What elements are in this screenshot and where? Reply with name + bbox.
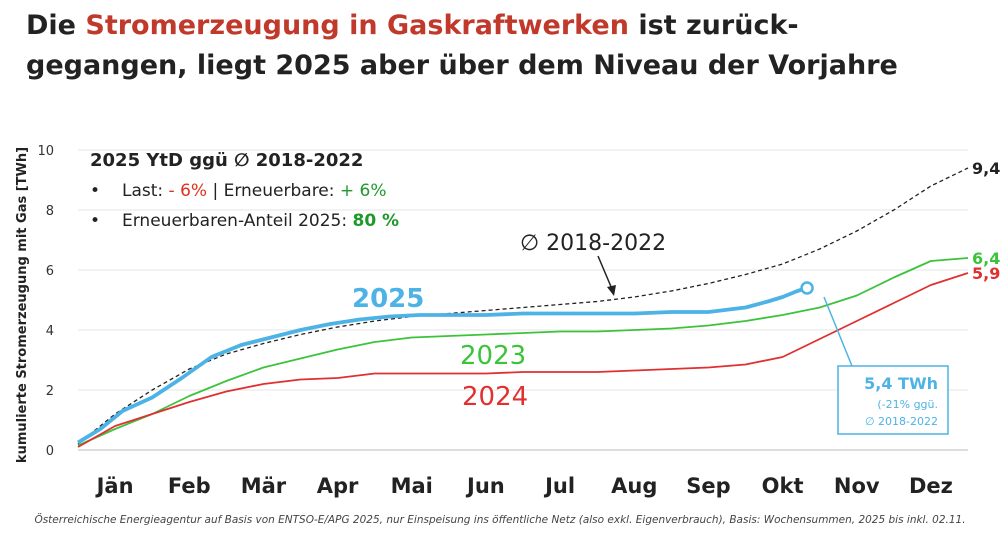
- footnote: Österreichische Energieagentur auf Basis…: [34, 514, 966, 526]
- bullet1-prefix: Last:: [122, 181, 169, 201]
- y-tick-label: 6: [46, 264, 54, 279]
- series-line-s2023: [77, 257, 969, 447]
- y-tick-label: 10: [37, 144, 54, 159]
- series-line-s2024: [77, 272, 969, 448]
- x-tick-label: Sep: [686, 474, 730, 498]
- label-2025: 2025: [352, 284, 424, 314]
- bullet2-value: 80 %: [352, 211, 399, 231]
- title-line2: gegangen, liegt 2025 aber über dem Nivea…: [26, 50, 898, 81]
- callout-detail-1: (-21% ggü.: [877, 398, 938, 411]
- series-line-avg: [77, 167, 969, 445]
- info-bullet-1: • Last: - 6% | Erneuerbare: + 6%: [90, 181, 387, 201]
- y-tick-label: 4: [46, 324, 54, 339]
- x-tick-label: Jul: [543, 474, 575, 498]
- callout-connector: [823, 296, 853, 367]
- x-tick-label: Aug: [611, 474, 657, 498]
- title-part1: Die: [26, 10, 86, 41]
- label-2023: 2023: [460, 341, 526, 371]
- end-label-s2024: 5,9: [972, 264, 1000, 283]
- y-axis-label: kumulierte Stromerzeugung mit Gas [TWh]: [15, 147, 30, 463]
- label-2024: 2024: [462, 382, 528, 412]
- y-tick-label: 0: [46, 444, 54, 459]
- avg-annotation-arrowhead: [607, 285, 616, 296]
- info-heading: 2025 YtD ggü ∅ 2018-2022: [90, 150, 363, 171]
- y-tick-label: 8: [46, 204, 54, 219]
- x-tick-label: Apr: [317, 474, 359, 498]
- avg-annotation: ∅ 2018-2022: [520, 231, 666, 256]
- callout-detail-2: ∅ 2018-2022: [865, 415, 938, 428]
- callout-value: 5,4 TWh: [864, 374, 938, 393]
- x-tick-label: Jun: [465, 474, 505, 498]
- x-tick-label: Okt: [762, 474, 804, 498]
- end-label-s2023: 6,4: [972, 249, 1000, 268]
- callout-box: [837, 365, 949, 435]
- x-tick-label: Dez: [909, 474, 953, 498]
- title-part2: ist zurück-: [628, 10, 799, 41]
- y-tick-label: 2: [46, 384, 54, 399]
- x-tick-label: Mai: [391, 474, 433, 498]
- title-highlight: Stromerzeugung in Gaskraftwerken: [85, 10, 629, 41]
- info-bullet-2: • Erneuerbaren-Anteil 2025: 80 %: [90, 211, 399, 231]
- bullet-dot: •: [90, 181, 100, 201]
- x-tick-label: Feb: [168, 474, 211, 498]
- info-box: 2025 YtD ggü ∅ 2018-2022 • Last: - 6% | …: [90, 150, 399, 231]
- bullet2-prefix: Erneuerbaren-Anteil 2025:: [122, 211, 352, 231]
- bullet1-last: - 6%: [169, 181, 208, 201]
- x-tick-label: Mär: [241, 474, 287, 498]
- chart-title: Die Stromerzeugung in Gaskraftwerken ist…: [26, 6, 986, 86]
- end-label-avg: 9,4: [972, 159, 1000, 178]
- bullet1-sep: | Erneuerbare:: [207, 181, 340, 201]
- series-endpoint-2025: [800, 281, 814, 295]
- series-line-s2025: [77, 286, 808, 445]
- x-tick-label: Jän: [95, 474, 134, 498]
- x-tick-label: Nov: [834, 474, 880, 498]
- bullet-dot: •: [90, 211, 100, 231]
- avg-annotation-arrow: [597, 255, 613, 290]
- bullet1-ren: + 6%: [340, 181, 387, 201]
